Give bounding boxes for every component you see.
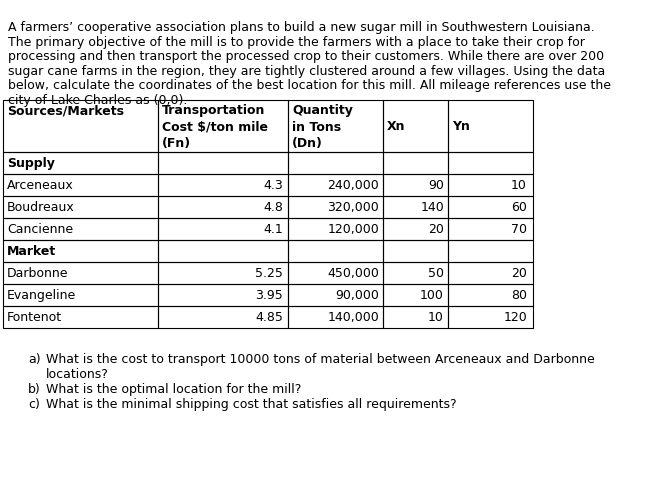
Bar bbox=[383, 262, 448, 284]
Bar bbox=[383, 174, 448, 196]
Bar bbox=[288, 196, 383, 218]
Bar bbox=[383, 100, 448, 152]
Text: Xn: Xn bbox=[387, 120, 406, 132]
Bar bbox=[158, 196, 288, 218]
Bar bbox=[383, 240, 448, 262]
Text: 320,000: 320,000 bbox=[327, 201, 379, 214]
Bar bbox=[158, 284, 288, 306]
Bar bbox=[448, 218, 533, 240]
Text: Yn: Yn bbox=[452, 120, 470, 132]
Bar bbox=[158, 262, 288, 284]
Text: Cancienne: Cancienne bbox=[7, 223, 73, 236]
Text: 120: 120 bbox=[503, 310, 527, 324]
Bar bbox=[448, 262, 533, 284]
Text: b): b) bbox=[28, 383, 40, 396]
Text: 20: 20 bbox=[511, 266, 527, 279]
Bar bbox=[383, 218, 448, 240]
Text: A farmers’ cooperative association plans to build a new sugar mill in Southweste: A farmers’ cooperative association plans… bbox=[8, 21, 595, 34]
Bar bbox=[448, 306, 533, 328]
Text: Darbonne: Darbonne bbox=[7, 266, 69, 279]
Bar bbox=[383, 152, 448, 174]
Bar bbox=[288, 174, 383, 196]
Text: 450,000: 450,000 bbox=[327, 266, 379, 279]
Text: 70: 70 bbox=[511, 223, 527, 236]
Bar bbox=[3, 306, 158, 328]
Text: locations?: locations? bbox=[46, 368, 109, 381]
Text: c): c) bbox=[28, 398, 40, 411]
Text: city of Lake Charles as (0,0).: city of Lake Charles as (0,0). bbox=[8, 94, 187, 107]
Bar bbox=[288, 218, 383, 240]
Text: Quantity
in Tons
(Dn): Quantity in Tons (Dn) bbox=[292, 104, 353, 150]
Text: 80: 80 bbox=[511, 288, 527, 301]
Bar bbox=[3, 262, 158, 284]
Bar bbox=[3, 284, 158, 306]
Bar bbox=[288, 306, 383, 328]
Bar bbox=[3, 152, 158, 174]
Text: Sources/Markets: Sources/Markets bbox=[7, 104, 124, 117]
Text: 4.8: 4.8 bbox=[263, 201, 283, 214]
Text: 5.25: 5.25 bbox=[255, 266, 283, 279]
Text: 4.1: 4.1 bbox=[263, 223, 283, 236]
Bar bbox=[3, 100, 158, 152]
Text: Boudreaux: Boudreaux bbox=[7, 201, 74, 214]
Bar bbox=[158, 306, 288, 328]
Text: 90: 90 bbox=[428, 178, 444, 192]
Text: 100: 100 bbox=[420, 288, 444, 301]
Text: Arceneaux: Arceneaux bbox=[7, 178, 74, 192]
Bar bbox=[448, 240, 533, 262]
Text: a): a) bbox=[28, 353, 40, 366]
Text: 20: 20 bbox=[428, 223, 444, 236]
Text: 3.95: 3.95 bbox=[255, 288, 283, 301]
Bar bbox=[448, 284, 533, 306]
Text: processing and then transport the processed crop to their customers. While there: processing and then transport the proces… bbox=[8, 50, 604, 63]
Bar bbox=[288, 262, 383, 284]
Text: Evangeline: Evangeline bbox=[7, 288, 76, 301]
Bar bbox=[448, 196, 533, 218]
Text: sugar cane farms in the region, they are tightly clustered around a few villages: sugar cane farms in the region, they are… bbox=[8, 65, 605, 78]
Text: What is the optimal location for the mill?: What is the optimal location for the mil… bbox=[46, 383, 302, 396]
Bar bbox=[158, 174, 288, 196]
Bar bbox=[3, 196, 158, 218]
Bar bbox=[448, 174, 533, 196]
Text: 90,000: 90,000 bbox=[335, 288, 379, 301]
Bar bbox=[288, 100, 383, 152]
Bar bbox=[158, 218, 288, 240]
Text: 10: 10 bbox=[511, 178, 527, 192]
Text: 120,000: 120,000 bbox=[327, 223, 379, 236]
Text: below, calculate the coordinates of the best location for this mill. All mileage: below, calculate the coordinates of the … bbox=[8, 79, 611, 92]
Bar bbox=[288, 240, 383, 262]
Text: Fontenot: Fontenot bbox=[7, 310, 62, 324]
Bar bbox=[448, 152, 533, 174]
Text: Market: Market bbox=[7, 245, 56, 257]
Bar bbox=[3, 240, 158, 262]
Text: 140: 140 bbox=[421, 201, 444, 214]
Text: Supply: Supply bbox=[7, 156, 55, 169]
Bar bbox=[383, 196, 448, 218]
Text: What is the minimal shipping cost that satisfies all requirements?: What is the minimal shipping cost that s… bbox=[46, 398, 456, 411]
Text: 10: 10 bbox=[428, 310, 444, 324]
Bar bbox=[158, 152, 288, 174]
Bar bbox=[383, 284, 448, 306]
Text: What is the cost to transport 10000 tons of material between Arceneaux and Darbo: What is the cost to transport 10000 tons… bbox=[46, 353, 595, 366]
Text: 4.3: 4.3 bbox=[263, 178, 283, 192]
Bar bbox=[288, 284, 383, 306]
Text: 4.85: 4.85 bbox=[255, 310, 283, 324]
Bar bbox=[158, 240, 288, 262]
Text: 60: 60 bbox=[511, 201, 527, 214]
Text: 50: 50 bbox=[428, 266, 444, 279]
Text: 240,000: 240,000 bbox=[327, 178, 379, 192]
Bar bbox=[383, 306, 448, 328]
Text: Transportation
Cost $/ton mile
(Fn): Transportation Cost $/ton mile (Fn) bbox=[162, 104, 268, 150]
Text: The primary objective of the mill is to provide the farmers with a place to take: The primary objective of the mill is to … bbox=[8, 35, 585, 48]
Bar bbox=[158, 100, 288, 152]
Bar bbox=[3, 174, 158, 196]
Bar bbox=[3, 218, 158, 240]
Bar bbox=[448, 100, 533, 152]
Bar bbox=[288, 152, 383, 174]
Text: 140,000: 140,000 bbox=[327, 310, 379, 324]
